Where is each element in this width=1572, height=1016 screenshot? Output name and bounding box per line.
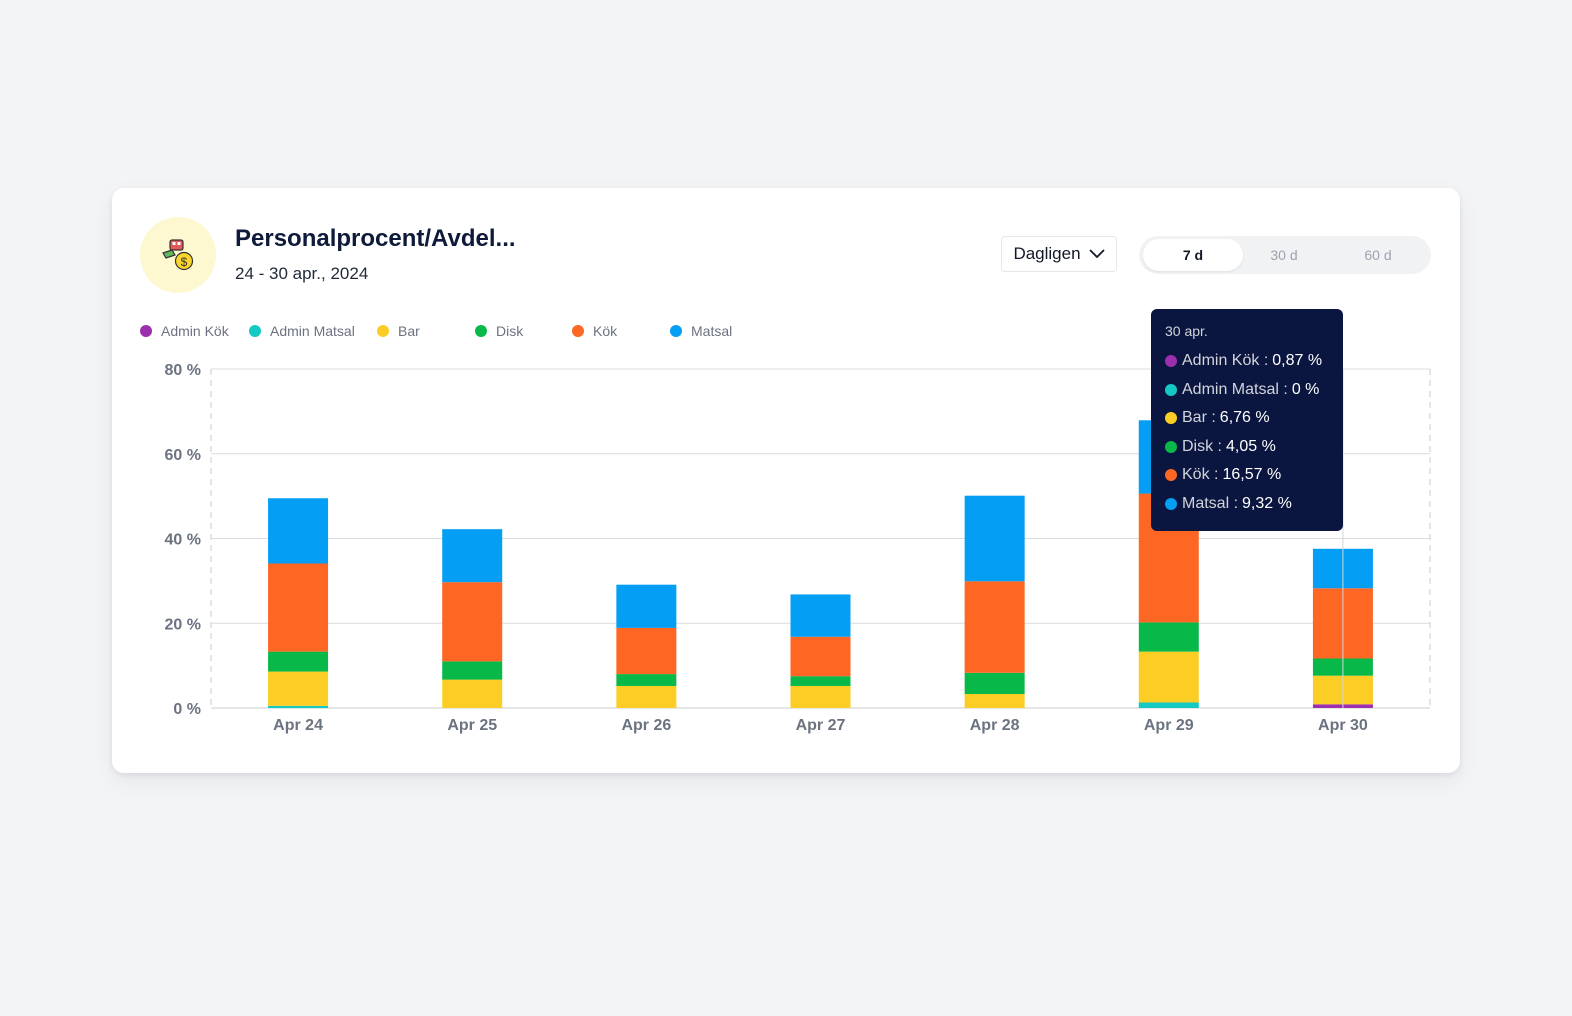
- legend-item-disk[interactable]: Disk: [475, 323, 523, 339]
- range-60d-button[interactable]: 60 d: [1364, 247, 1392, 263]
- range-30d-button[interactable]: 30 d: [1270, 247, 1298, 263]
- chart-card: $ Personalprocent/Avdel... 24 - 30 apr.,…: [112, 188, 1460, 773]
- interval-dropdown[interactable]: Dagligen: [1001, 236, 1117, 272]
- legend-dot: [475, 325, 487, 337]
- tooltip-row: Admin Matsal :0 %: [1165, 376, 1329, 405]
- legend-label: Kök: [593, 323, 618, 339]
- legend-dot: [572, 325, 584, 337]
- tooltip-value: 6,76 %: [1219, 409, 1270, 427]
- bar-segment: [790, 676, 851, 686]
- bar-segment: [616, 674, 677, 686]
- tooltip-label: Admin Kök :: [1182, 352, 1269, 370]
- bar-segment: [268, 563, 329, 652]
- y-tick-label: 80 %: [165, 362, 201, 379]
- tooltip-dot: [1165, 469, 1177, 482]
- tooltip-rows: Admin Kök :0,87 % Admin Matsal :0 % Bar :6…: [1165, 347, 1329, 518]
- bar-segment: [442, 661, 503, 680]
- bar-segment: [616, 584, 677, 628]
- bar-segment: [1138, 702, 1199, 708]
- chevron-down-icon: [1088, 249, 1105, 259]
- tooltip-dot: [1165, 412, 1177, 425]
- stacked-bar-chart: 0 % 20 % 40 % 60 % 80 % Apr 24 Apr 25 Apr 26 Apr…: [165, 362, 1431, 734]
- bar-segment: [790, 685, 851, 708]
- tooltip-dot: [1165, 440, 1177, 453]
- interval-label: Dagligen: [1013, 244, 1081, 263]
- chart-tooltip: 30 apr. Admin Kök :0,87 % Admin Matsal :0…: [1151, 309, 1343, 531]
- bar-segment: [964, 581, 1025, 673]
- tooltip-title: 30 apr.: [1165, 323, 1208, 339]
- x-tick-label: Apr 27: [796, 717, 846, 734]
- legend-item-bar[interactable]: Bar: [377, 323, 420, 339]
- bar-segment: [268, 705, 329, 708]
- tooltip-row: Admin Kök :0,87 %: [1165, 347, 1329, 376]
- bar-segment: [442, 582, 503, 662]
- bar-segment: [268, 498, 329, 564]
- x-tick-label: Apr 26: [621, 717, 671, 734]
- tooltip-dot: [1165, 383, 1177, 396]
- widget-title: Personalprocent/Avdel...: [235, 225, 516, 252]
- tooltip-label: Admin Matsal :: [1182, 380, 1288, 398]
- bar-segment: [790, 636, 851, 677]
- legend-label: Matsal: [691, 323, 733, 339]
- legend-item-kok[interactable]: Kök: [572, 323, 617, 339]
- y-tick-label: 20 %: [165, 616, 201, 633]
- tooltip-label: Kök :: [1182, 466, 1219, 484]
- bar-segment: [964, 495, 1025, 582]
- legend-dot: [249, 325, 261, 337]
- range-toggle: 7 d 30 d 60 d: [1139, 236, 1431, 274]
- range-7d-button[interactable]: 7 d: [1143, 239, 1243, 271]
- legend-item-admin-kok[interactable]: Admin Kök: [140, 323, 229, 339]
- bar-segment: [268, 651, 329, 672]
- tooltip-value: 0,87 %: [1272, 352, 1323, 370]
- y-tick-label: 40 %: [165, 532, 201, 549]
- y-tick-label: 60 %: [165, 447, 201, 464]
- tooltip-value: 4,05 %: [1226, 437, 1276, 455]
- bar-segment: [442, 529, 503, 583]
- tooltip-row: Matsal :9,32 %: [1165, 490, 1329, 519]
- legend-dot: [377, 325, 389, 337]
- bar-segment: [1138, 651, 1199, 703]
- tooltip-row: Bar :6,76 %: [1165, 404, 1329, 433]
- tooltip-row: Kök :16,57 %: [1165, 461, 1329, 490]
- tooltip-row: Disk :4,05 %: [1165, 433, 1329, 462]
- tooltip-label: Matsal :: [1182, 494, 1239, 512]
- bar-segment: [1138, 622, 1199, 652]
- date-range: 24 - 30 apr., 2024: [235, 264, 369, 283]
- money-staff-icon: $: [162, 239, 194, 271]
- x-tick-label: Apr 24: [273, 717, 323, 734]
- legend-label: Admin Matsal: [270, 323, 355, 339]
- x-tick-label: Apr 25: [447, 717, 497, 734]
- tooltip-dot: [1165, 497, 1177, 510]
- legend-item-matsal[interactable]: Matsal: [670, 323, 732, 339]
- x-tick-label: Apr 30: [1318, 717, 1368, 734]
- bar-segment: [964, 672, 1025, 695]
- bar-segment: [268, 671, 329, 706]
- legend-dot: [140, 325, 152, 337]
- tooltip-value: 9,32 %: [1242, 494, 1292, 512]
- legend-dot: [670, 325, 682, 337]
- tooltip-dot: [1165, 355, 1177, 368]
- bar-segment: [790, 594, 851, 637]
- bar-segment: [616, 685, 677, 708]
- x-tick-label: Apr 28: [970, 717, 1020, 734]
- tooltip-value: 16,57 %: [1222, 466, 1282, 484]
- legend-item-admin-matsal[interactable]: Admin Matsal: [249, 323, 355, 339]
- staff-cost-icon: $: [140, 217, 216, 293]
- svg-text:$: $: [181, 255, 188, 269]
- tooltip-value: 0 %: [1291, 380, 1320, 398]
- legend-label: Bar: [398, 323, 420, 339]
- bar-segment: [964, 694, 1025, 708]
- bar-segment: [442, 679, 503, 708]
- y-tick-label: 0 %: [173, 701, 201, 718]
- tooltip-label: Bar :: [1182, 409, 1216, 427]
- tooltip-label: Disk :: [1182, 437, 1222, 455]
- bar-segment: [616, 627, 677, 675]
- legend-label: Disk: [496, 323, 524, 339]
- x-tick-label: Apr 29: [1144, 717, 1194, 734]
- legend-label: Admin Kök: [161, 323, 229, 339]
